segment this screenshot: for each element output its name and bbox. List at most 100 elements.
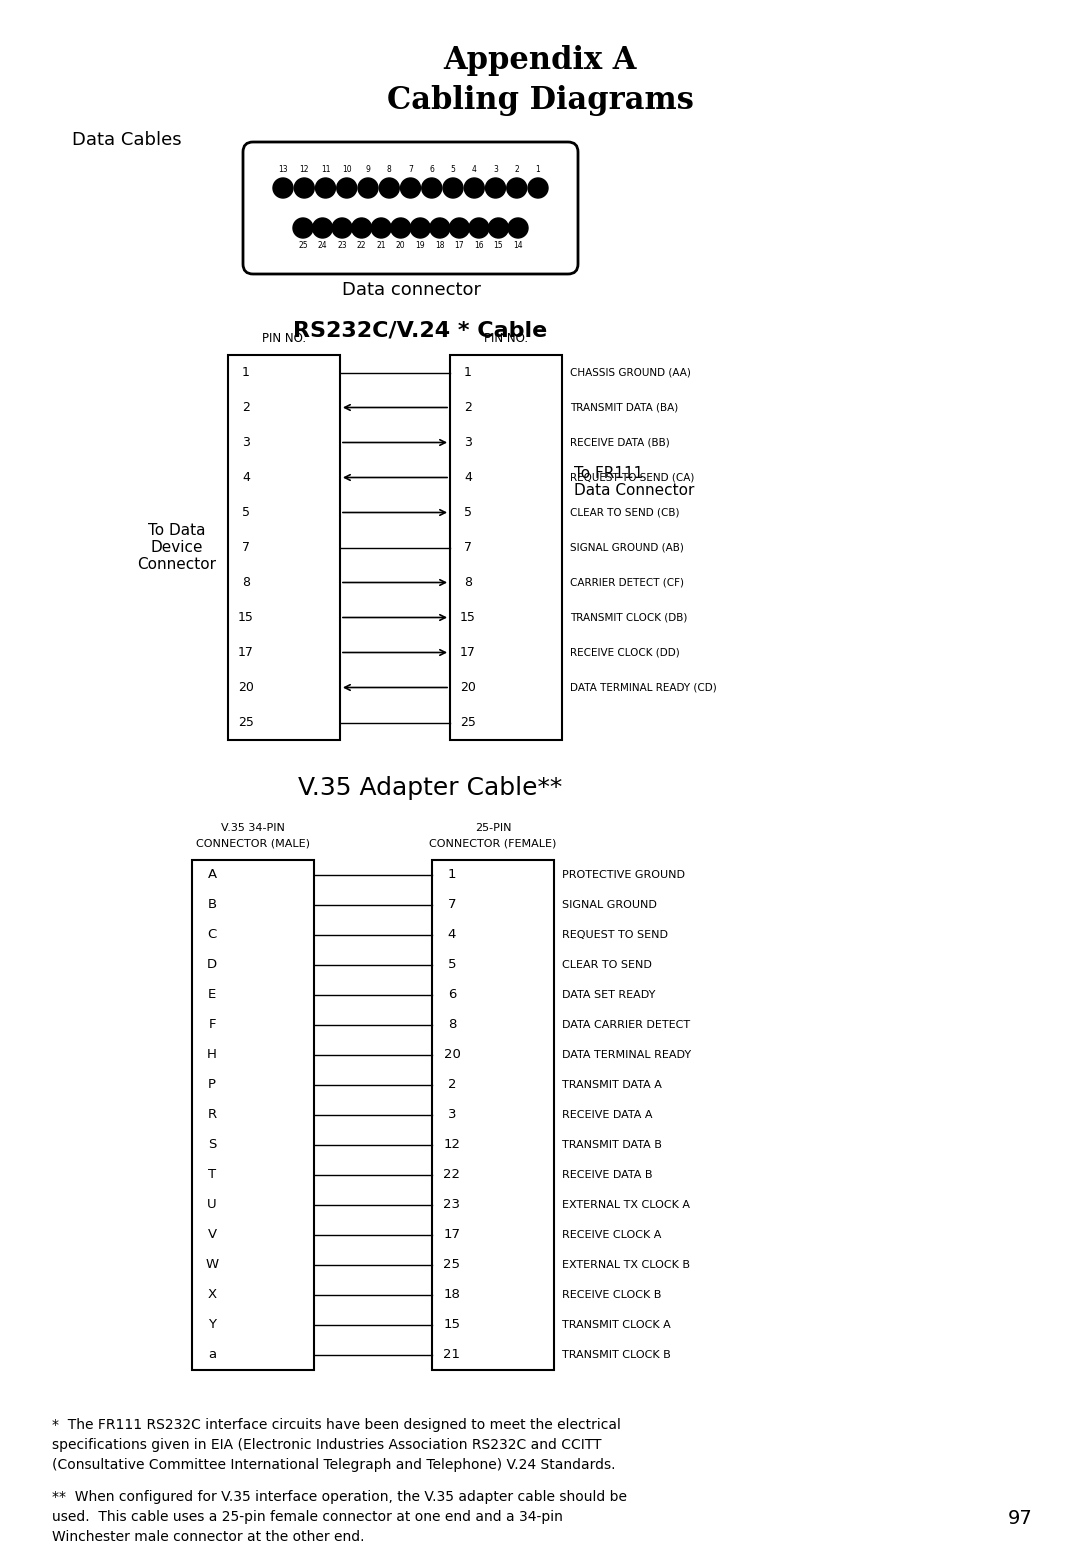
- Text: 8: 8: [242, 576, 249, 589]
- Text: 97: 97: [1008, 1508, 1032, 1528]
- Text: P: P: [208, 1078, 216, 1092]
- Text: Data connector: Data connector: [342, 281, 482, 300]
- Text: Appendix A: Appendix A: [443, 45, 637, 76]
- Text: 20: 20: [444, 1048, 460, 1062]
- Text: DATA SET READY: DATA SET READY: [562, 989, 656, 1000]
- Text: 25: 25: [298, 242, 308, 250]
- Text: SIGNAL GROUND: SIGNAL GROUND: [562, 901, 657, 910]
- Text: TRANSMIT DATA A: TRANSMIT DATA A: [562, 1079, 662, 1090]
- Circle shape: [449, 217, 470, 238]
- Text: R: R: [207, 1109, 217, 1121]
- Circle shape: [469, 217, 489, 238]
- Text: RECEIVE DATA (BB): RECEIVE DATA (BB): [570, 438, 670, 447]
- Text: DATA TERMINAL READY: DATA TERMINAL READY: [562, 1050, 691, 1061]
- Circle shape: [332, 217, 352, 238]
- Text: TRANSMIT CLOCK B: TRANSMIT CLOCK B: [562, 1350, 671, 1360]
- Text: 12: 12: [299, 166, 309, 174]
- Circle shape: [294, 179, 314, 197]
- Text: RECEIVE DATA A: RECEIVE DATA A: [562, 1110, 652, 1120]
- Text: 5: 5: [448, 958, 456, 972]
- Text: EXTERNAL TX CLOCK A: EXTERNAL TX CLOCK A: [562, 1200, 690, 1210]
- Circle shape: [464, 179, 484, 197]
- Text: 15: 15: [444, 1318, 460, 1331]
- Text: 20: 20: [396, 242, 405, 250]
- Text: V.35 34-PIN: V.35 34-PIN: [221, 823, 285, 832]
- Text: 12: 12: [444, 1138, 460, 1151]
- Text: RECEIVE CLOCK B: RECEIVE CLOCK B: [562, 1291, 661, 1300]
- Circle shape: [410, 217, 430, 238]
- Text: TRANSMIT CLOCK A: TRANSMIT CLOCK A: [562, 1320, 671, 1329]
- Text: used.  This cable uses a 25-pin female connector at one end and a 34-pin: used. This cable uses a 25-pin female co…: [52, 1510, 563, 1523]
- Text: 1: 1: [242, 367, 249, 379]
- Circle shape: [488, 217, 509, 238]
- Text: 3: 3: [494, 166, 498, 174]
- Text: 4: 4: [464, 471, 472, 485]
- Text: CONNECTOR (FEMALE): CONNECTOR (FEMALE): [430, 839, 556, 849]
- Text: E: E: [207, 989, 216, 1002]
- Text: 5: 5: [464, 506, 472, 519]
- Text: RS232C/V.24 * Cable: RS232C/V.24 * Cable: [293, 320, 548, 340]
- Text: 6: 6: [430, 166, 434, 174]
- Text: DATA CARRIER DETECT: DATA CARRIER DETECT: [562, 1020, 690, 1030]
- Text: 25: 25: [238, 716, 254, 728]
- Text: 11: 11: [321, 166, 330, 174]
- Text: SIGNAL GROUND (AB): SIGNAL GROUND (AB): [570, 542, 684, 553]
- Text: 8: 8: [448, 1019, 456, 1031]
- Text: 3: 3: [242, 436, 249, 449]
- Text: RECEIVE DATA B: RECEIVE DATA B: [562, 1169, 652, 1180]
- Text: 17: 17: [238, 646, 254, 658]
- Circle shape: [430, 217, 449, 238]
- Text: 7: 7: [408, 166, 413, 174]
- Text: 22: 22: [444, 1168, 460, 1182]
- Text: CARRIER DETECT (CF): CARRIER DETECT (CF): [570, 578, 684, 587]
- Text: RECEIVE CLOCK (DD): RECEIVE CLOCK (DD): [570, 648, 679, 657]
- Text: REQUEST TO SEND: REQUEST TO SEND: [562, 930, 669, 940]
- Text: 7: 7: [464, 540, 472, 554]
- Text: 23: 23: [444, 1199, 460, 1211]
- Circle shape: [337, 179, 356, 197]
- Text: CONNECTOR (MALE): CONNECTOR (MALE): [195, 839, 310, 849]
- Text: W: W: [205, 1258, 218, 1272]
- Text: REQUEST TO SEND (CA): REQUEST TO SEND (CA): [570, 472, 694, 483]
- Text: 25: 25: [444, 1258, 460, 1272]
- Circle shape: [372, 217, 391, 238]
- Text: PIN NO.: PIN NO.: [484, 332, 528, 345]
- Text: 2: 2: [464, 401, 472, 415]
- Text: 19: 19: [416, 242, 426, 250]
- Text: TRANSMIT DATA B: TRANSMIT DATA B: [562, 1140, 662, 1151]
- Circle shape: [293, 217, 313, 238]
- Text: B: B: [207, 899, 217, 912]
- Text: PROTECTIVE GROUND: PROTECTIVE GROUND: [562, 870, 685, 881]
- Bar: [192, 860, 314, 1370]
- Text: CLEAR TO SEND (CB): CLEAR TO SEND (CB): [570, 508, 679, 517]
- Text: Y: Y: [208, 1318, 216, 1331]
- Circle shape: [422, 179, 442, 197]
- Text: S: S: [207, 1138, 216, 1151]
- Text: RECEIVE CLOCK A: RECEIVE CLOCK A: [562, 1230, 661, 1239]
- Circle shape: [508, 217, 528, 238]
- Text: 18: 18: [444, 1289, 460, 1301]
- Text: 7: 7: [448, 899, 456, 912]
- Bar: [228, 356, 340, 739]
- Bar: [432, 860, 554, 1370]
- Text: 17: 17: [455, 242, 464, 250]
- Text: PIN NO.: PIN NO.: [262, 332, 306, 345]
- Text: F: F: [208, 1019, 216, 1031]
- Text: 9: 9: [365, 166, 370, 174]
- Text: 18: 18: [435, 242, 445, 250]
- Text: 20: 20: [238, 682, 254, 694]
- Text: *  The FR111 RS232C interface circuits have been designed to meet the electrical: * The FR111 RS232C interface circuits ha…: [52, 1418, 621, 1432]
- Text: 5: 5: [450, 166, 456, 174]
- Text: 14: 14: [513, 242, 523, 250]
- Text: 25-PIN: 25-PIN: [475, 823, 511, 832]
- Text: (Consultative Committee International Telegraph and Telephone) V.24 Standards.: (Consultative Committee International Te…: [52, 1458, 616, 1472]
- Text: 17: 17: [460, 646, 476, 658]
- Text: A: A: [207, 868, 217, 882]
- Text: Winchester male connector at the other end.: Winchester male connector at the other e…: [52, 1530, 365, 1544]
- Text: a: a: [208, 1348, 216, 1362]
- Text: 2: 2: [448, 1078, 456, 1092]
- Text: 10: 10: [342, 166, 352, 174]
- Text: 21: 21: [377, 242, 386, 250]
- Text: 15: 15: [460, 610, 476, 624]
- Text: 5: 5: [242, 506, 249, 519]
